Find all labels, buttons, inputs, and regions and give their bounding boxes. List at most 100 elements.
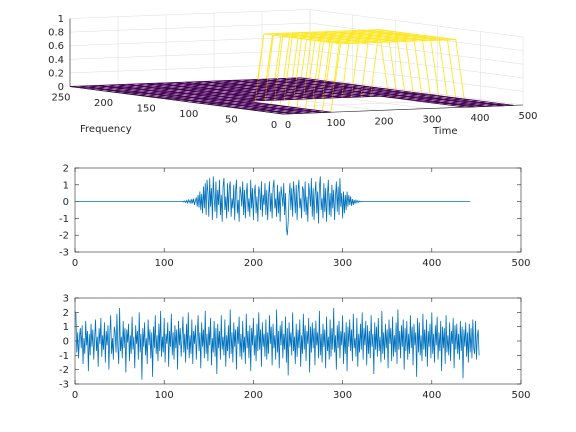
mesh-line [404, 32, 414, 35]
mesh-line [269, 94, 278, 97]
mesh-line [226, 101, 236, 104]
mesh-line [368, 86, 378, 89]
mesh-line [145, 84, 155, 87]
mesh-line [339, 32, 349, 35]
noise-signal-line [74, 308, 480, 380]
mesh-line [254, 89, 264, 92]
mesh-line [256, 86, 266, 89]
mesh-line [240, 82, 250, 85]
mesh-line [159, 91, 169, 94]
mesh-line [429, 37, 438, 40]
mesh-line [132, 89, 142, 92]
mesh-line [329, 32, 339, 35]
mask-mesh-chart: 0 100 200 300 400 50005010015020025000.20.40.… [48, 9, 538, 137]
mesh-line [439, 103, 449, 106]
mesh-line [418, 39, 428, 42]
mesh-line [173, 85, 183, 88]
mesh-line [421, 34, 431, 37]
mesh-line [218, 100, 227, 103]
mesh-line [208, 100, 218, 103]
mesh-line [208, 87, 218, 90]
mesh-line [314, 96, 323, 99]
mesh-z-tick-label: 0.2 [48, 68, 64, 79]
y-tick-label: 0 [63, 197, 69, 208]
x-tick-label: 100 [155, 390, 174, 401]
mesh-line [177, 91, 187, 94]
mesh-line [244, 89, 254, 92]
mesh-line [397, 97, 406, 100]
mesh-line [273, 88, 283, 91]
mesh-line [355, 35, 365, 38]
mesh-line [433, 99, 443, 102]
masked-signal-tick-labels: 0 100 200 300 400 500 -3 -2 -1 0 1 2 [59, 164, 531, 270]
mesh-line [410, 93, 419, 96]
noise-signal-chart: 0 100 200 300 400 500 -3 -2 -1 0 1 2 3 [59, 294, 531, 402]
mesh-line [356, 89, 366, 92]
mesh-line [209, 86, 219, 89]
mesh-line [194, 94, 204, 97]
mesh-line [412, 33, 424, 102]
mesh-line [358, 86, 368, 89]
mesh-line [156, 95, 165, 98]
mesh-line [211, 96, 221, 99]
mesh-line [268, 82, 277, 85]
mesh-line [97, 86, 107, 89]
mesh-line [409, 37, 419, 40]
mesh-line [286, 96, 295, 99]
mesh-line [220, 84, 229, 87]
mesh-line [343, 39, 353, 42]
mesh-line [261, 91, 271, 94]
mesh-line [300, 90, 309, 93]
mesh-line [214, 91, 224, 94]
mesh-line [445, 96, 454, 99]
mesh-line [470, 99, 480, 102]
mesh-line [275, 85, 285, 88]
mesh-line [307, 37, 317, 40]
mesh-line [244, 102, 254, 105]
mesh-line [384, 89, 394, 92]
mesh-line [209, 99, 219, 102]
mesh-line [125, 86, 135, 89]
mesh-line [193, 95, 203, 98]
mesh-line [235, 102, 244, 105]
mesh-line [114, 88, 124, 91]
mesh-line [278, 93, 288, 96]
mesh-line [205, 92, 214, 95]
mesh-line [260, 93, 270, 96]
mesh-line [338, 88, 348, 91]
mesh-line [169, 90, 178, 93]
mesh-line [380, 95, 389, 98]
x-tick-label: 100 [155, 258, 174, 269]
mesh-line [477, 103, 486, 106]
mesh-line [283, 87, 292, 90]
mesh-line [340, 30, 350, 33]
mesh-line [386, 31, 396, 34]
y-tick-label: -1 [59, 214, 69, 225]
mesh-line [413, 33, 422, 36]
mesh-line [401, 36, 411, 39]
mesh-line [198, 101, 208, 104]
mesh-line [401, 92, 411, 95]
mesh-line [260, 80, 270, 83]
mesh-line [286, 83, 296, 86]
mesh-line [322, 85, 332, 88]
mesh-line [393, 34, 403, 37]
mesh-line [371, 39, 381, 42]
mesh-line [149, 91, 159, 94]
mesh-line [313, 109, 323, 112]
mesh-line [305, 82, 315, 85]
mesh-line [365, 35, 374, 38]
mesh-line [279, 92, 289, 95]
mesh-line [427, 95, 436, 98]
mesh-line [320, 88, 330, 91]
mesh-line [180, 87, 190, 90]
mesh-line [150, 90, 160, 93]
mesh-line [233, 92, 242, 95]
mesh-line [406, 97, 416, 100]
z-gridline [69, 22, 524, 51]
mesh-line [400, 38, 409, 41]
mesh-line [296, 107, 306, 110]
mesh-line [206, 90, 216, 93]
mesh-line [289, 36, 299, 39]
mesh-y-tick-label: 100 [179, 109, 198, 120]
